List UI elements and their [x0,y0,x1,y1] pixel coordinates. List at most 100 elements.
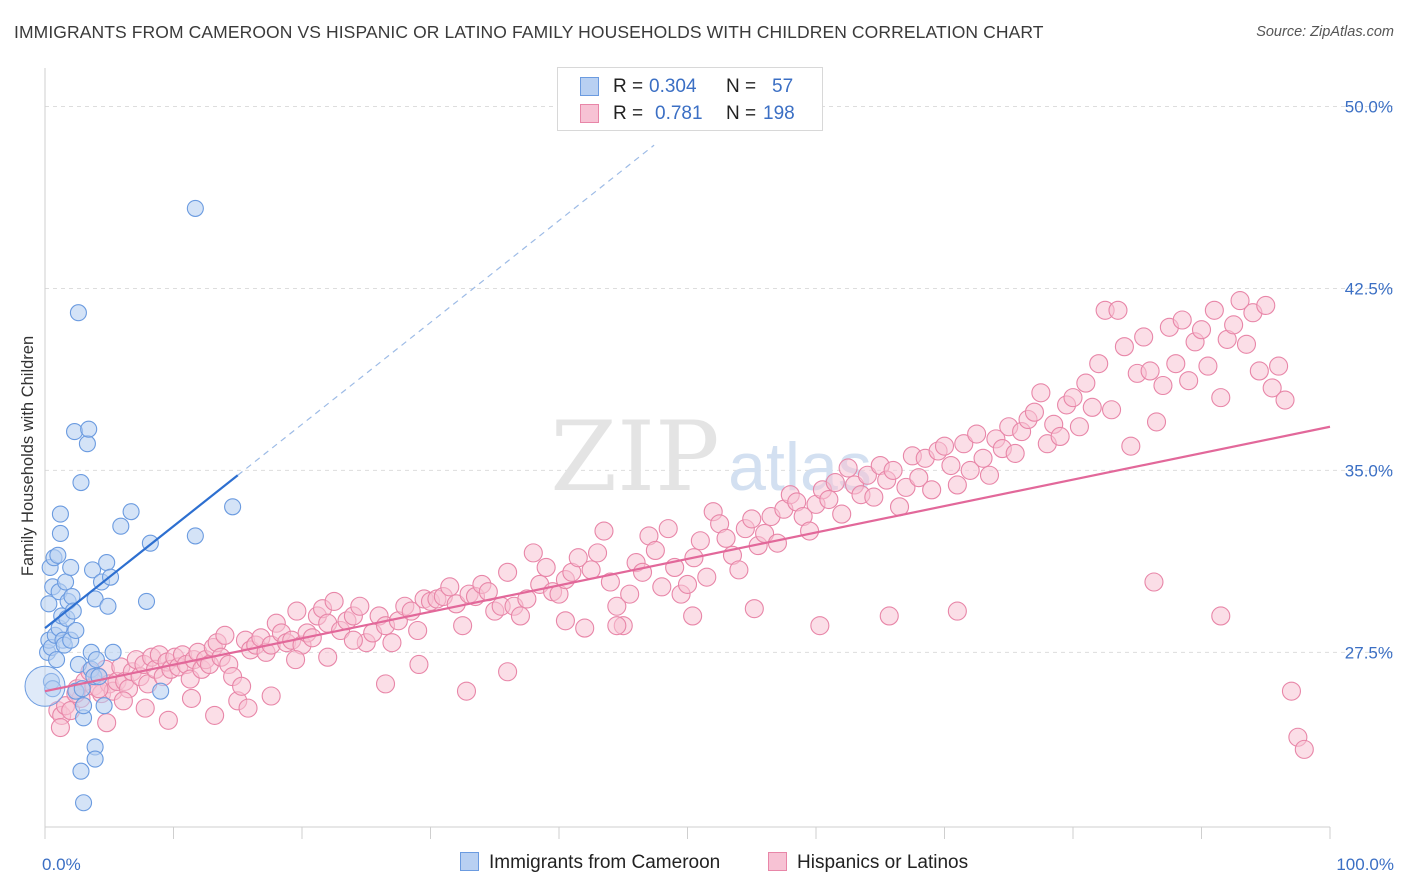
data-point-hispanic [883,460,903,480]
data-point-hispanic [697,567,717,587]
legend-n-value: 57 [772,76,794,97]
x-tick-label: 0.0% [42,855,81,874]
data-point-hispanic [607,596,627,616]
data-point-hispanic [1236,334,1257,354]
data-point-hispanic [135,698,155,718]
legend-r-value: 0.304 [649,76,697,97]
data-point-hispanic [909,468,929,488]
data-point-hispanic [960,460,980,480]
data-point-hispanic [967,424,987,444]
data-point-hispanic [864,487,884,507]
trendline-hispanic [44,425,1331,693]
data-point-hispanic [973,448,993,468]
data-point-hispanic [1050,426,1070,446]
y-tick-label: 27.5% [1345,643,1393,662]
trendline-cameroon-extension [237,144,655,476]
legend-r-label: R = [613,76,644,97]
data-point-cameroon [48,651,66,669]
trend-lines [44,144,1331,693]
data-point-hispanic [1262,378,1282,398]
data-point-cameroon-large [24,665,66,707]
data-point-hispanic [922,480,942,500]
data-point-hispanic [523,543,543,563]
data-point-hispanic [1102,400,1122,420]
data-point-hispanic [947,475,967,495]
data-point-cameroon [86,750,104,768]
data-point-hispanic [350,596,370,616]
data-point-hispanic [1230,291,1250,311]
data-point-hispanic [716,528,736,548]
data-point-cameroon [80,420,98,438]
data-point-hispanic [261,686,281,706]
data-point-hispanic [536,557,556,577]
y-tick-label: 35.0% [1345,461,1393,480]
data-point-hispanic [1281,681,1301,701]
data-point-hispanic [181,688,202,708]
data-point-hispanic [1082,397,1102,417]
data-point-hispanic [215,625,235,645]
bottom-legend-label-cameroon: Immigrants from Cameroon [489,852,721,873]
y-axis-label: Family Households with Children [19,336,37,576]
data-point-hispanic [287,601,307,621]
data-point-hispanic [158,710,178,730]
data-point-hispanic [1275,390,1295,410]
data-point-cameroon [66,423,84,441]
data-point-hispanic [838,458,858,478]
legend-n-label: N = [726,103,757,124]
data-point-hispanic [555,611,575,631]
data-point-cameroon [137,592,156,610]
data-point-hispanic [498,562,518,582]
data-point-cameroon [57,573,75,591]
data-point-hispanic [205,705,225,725]
data-point-hispanic [1121,436,1141,456]
data-point-cameroon [51,505,69,523]
data-point-hispanic [232,676,252,696]
legend-swatch-blue [580,77,599,96]
data-point-hispanic [607,616,627,636]
data-point-cameroon [72,473,90,492]
data-point-cameroon [224,498,242,516]
data-point-cameroon [122,503,140,521]
legend-n-value: 198 [763,103,795,124]
data-point-hispanic [1076,373,1096,393]
data-point-hispanic [517,589,537,609]
data-point-hispanic [819,489,839,510]
axes [44,68,1331,839]
data-point-cameroon [152,682,170,700]
legend-r-value: 0.781 [655,103,703,124]
data-point-hispanic [1140,361,1160,381]
data-point-hispanic [1153,375,1173,396]
legend-n-label: N = [726,76,757,97]
data-point-hispanic [97,713,117,733]
bottom-legend-hispanic: Hispanics or Latinos [768,852,968,874]
data-point-hispanic [1024,402,1044,422]
data-point-hispanic [879,606,899,626]
data-point-cameroon [72,762,90,780]
data-point-hispanic [581,560,601,580]
data-point-cameroon [87,651,105,669]
data-point-cameroon [99,597,117,615]
data-point-hispanic [1204,300,1224,320]
data-point-hispanic [498,662,518,682]
data-point-hispanic [440,577,460,597]
data-point-hispanic [1198,356,1218,376]
data-point-hispanic [408,620,428,641]
data-point-hispanic [238,698,258,718]
data-point-cameroon [75,697,93,715]
data-point-hispanic [652,577,672,597]
data-point-cameroon [49,546,67,564]
data-point-hispanic [1005,443,1025,463]
bottom-legend-cameroon: Immigrants from Cameroon [460,852,720,874]
bottom-legend-swatch-pink [768,852,787,871]
data-point-cameroon [69,304,87,322]
data-point-hispanic [600,572,620,592]
data-point-hispanic [767,533,788,553]
data-point-hispanic [1179,371,1199,391]
data-point-hispanic [1191,320,1212,340]
data-point-hispanic [1294,739,1314,759]
data-point-hispanic [941,456,961,476]
chart-title: IMMIGRANTS FROM CAMEROON VS HISPANIC OR … [14,22,1044,42]
data-point-hispanic [729,560,749,580]
watermark-zip: ZIP [550,401,719,513]
data-point-hispanic [456,681,477,701]
